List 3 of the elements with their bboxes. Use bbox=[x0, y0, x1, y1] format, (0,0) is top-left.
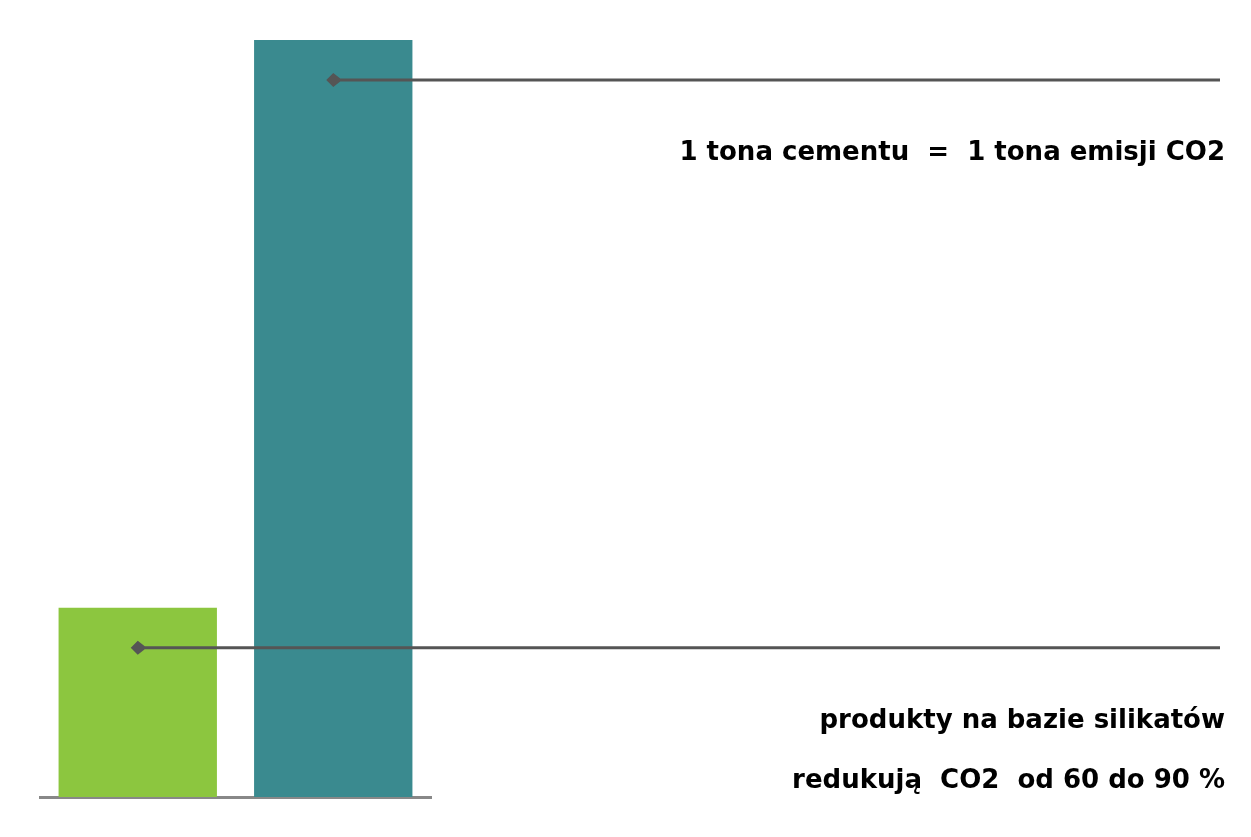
text: produkty na bazie silikatów bbox=[819, 703, 1225, 734]
text: 1 tona cementu = 1 tona emisji CO2 bbox=[679, 136, 1225, 166]
text: redukują CO2 od 60 do 90 % bbox=[792, 763, 1225, 794]
